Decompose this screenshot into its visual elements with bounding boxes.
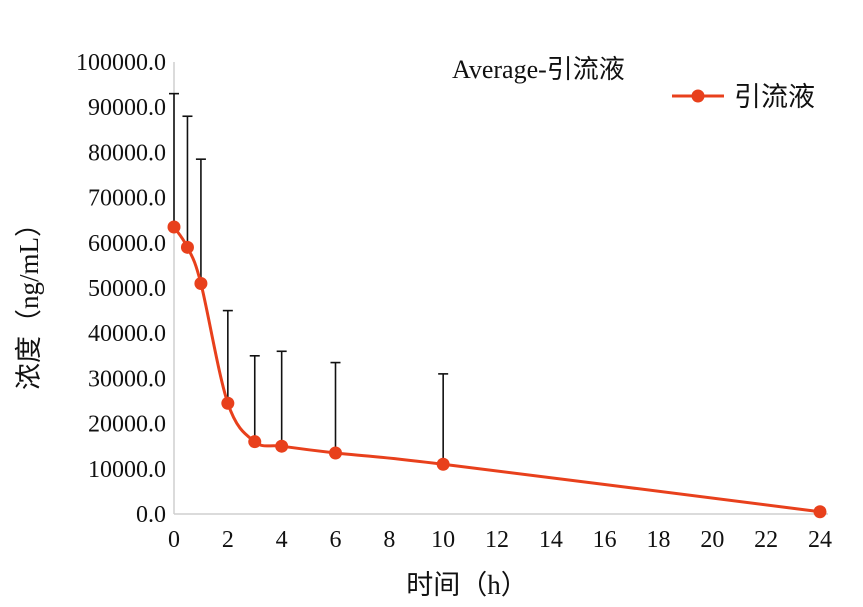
x-tick-label: 8 xyxy=(383,527,395,553)
y-tick-label: 50000.0 xyxy=(88,276,166,302)
x-tick-label: 18 xyxy=(647,527,671,553)
x-tick-label: 20 xyxy=(700,527,724,553)
chart-title: Average-引流液 xyxy=(452,55,625,84)
series-line xyxy=(172,226,821,514)
y-tick-label: 100000.0 xyxy=(76,50,166,76)
x-axis-title: 时间（h） xyxy=(406,570,528,600)
x-tick-label: 14 xyxy=(539,527,563,553)
x-tick-label: 4 xyxy=(276,527,288,553)
data-point xyxy=(329,446,342,460)
x-tick-label: 16 xyxy=(593,527,617,553)
legend: 引流液 xyxy=(672,82,815,112)
x-tick-label: 12 xyxy=(485,527,509,553)
y-tick-label: 10000.0 xyxy=(88,457,166,483)
y-tick-label: 60000.0 xyxy=(88,231,166,257)
x-tick-label: 6 xyxy=(330,527,342,553)
data-point xyxy=(813,505,827,519)
x-tick-label: 22 xyxy=(754,527,778,553)
x-tick-label: 10 xyxy=(431,527,455,553)
data-point xyxy=(221,396,235,410)
data-point xyxy=(248,435,262,449)
x-tick-labels: 0 2 4 6 8 10 12 14 16 18 20 22 24 xyxy=(168,527,832,553)
data-point xyxy=(180,240,194,254)
y-tick-label: 0.0 xyxy=(136,502,166,528)
y-tick-label: 70000.0 xyxy=(88,186,166,212)
data-point xyxy=(194,276,208,290)
error-bars xyxy=(169,92,449,465)
y-tick-labels: 0.0 10000.0 20000.0 30000.0 40000.0 50000.0 60… xyxy=(76,50,166,528)
y-tick-label: 80000.0 xyxy=(88,140,166,166)
x-tick-label: 24 xyxy=(808,527,832,553)
y-tick-label: 30000.0 xyxy=(88,366,166,392)
data-point xyxy=(436,457,450,471)
y-tick-label: 90000.0 xyxy=(88,95,166,121)
x-tick-label: 2 xyxy=(222,527,234,553)
y-axis-title: 浓度（ng/mL） xyxy=(14,210,44,390)
legend-dot-marker xyxy=(691,89,705,103)
y-tick-label: 40000.0 xyxy=(88,321,166,347)
data-point xyxy=(167,220,181,234)
legend-label: 引流液 xyxy=(734,82,815,112)
x-tick-label: 0 xyxy=(168,527,180,553)
series-points xyxy=(167,220,827,519)
y-tick-label: 20000.0 xyxy=(88,412,166,438)
data-point xyxy=(275,439,289,453)
